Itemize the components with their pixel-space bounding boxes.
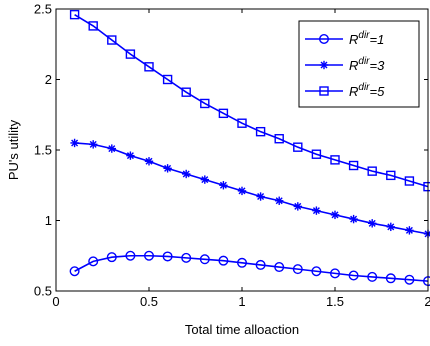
x-axis-label: Total time alloaction <box>185 322 299 337</box>
x-tick-label: 1 <box>238 294 245 309</box>
data-point <box>163 164 172 173</box>
data-point <box>312 206 321 215</box>
data-point <box>125 49 136 59</box>
series-2 <box>70 138 430 239</box>
data-point <box>199 254 210 265</box>
data-point <box>386 170 396 181</box>
data-point <box>367 271 378 282</box>
x-tick-label: 0.5 <box>140 294 158 309</box>
data-point <box>292 264 303 275</box>
data-point <box>218 255 229 266</box>
x-tick-label: 0 <box>52 294 59 309</box>
data-point <box>348 160 359 171</box>
data-point <box>311 149 322 159</box>
x-tick-label: 2 <box>424 294 430 309</box>
data-point <box>237 118 247 128</box>
series-1 <box>69 250 430 287</box>
data-point <box>200 98 210 109</box>
data-point <box>88 21 98 31</box>
data-point <box>200 175 209 184</box>
data-point <box>237 186 247 196</box>
series-line <box>74 254 429 282</box>
data-point <box>274 134 284 144</box>
data-point <box>405 226 414 235</box>
data-point <box>293 142 303 152</box>
data-point <box>69 266 80 277</box>
data-point <box>330 210 340 220</box>
data-point <box>293 202 302 211</box>
data-point <box>219 181 228 190</box>
legend-box <box>298 20 420 108</box>
legend-label: Rdir=1 <box>349 30 384 47</box>
y-tick-label: 2.5 <box>34 2 52 17</box>
y-tick-label: 1 <box>45 213 52 228</box>
data-point <box>182 169 191 179</box>
data-point <box>181 252 192 263</box>
data-point <box>162 74 173 85</box>
legend-label: Rdir=3 <box>349 56 385 73</box>
data-point <box>125 250 136 261</box>
data-point <box>88 256 99 267</box>
data-point <box>386 222 395 232</box>
data-point <box>89 140 98 149</box>
data-point <box>107 35 117 45</box>
data-point <box>349 214 358 224</box>
legend: Rdir=1 Rdir=3 Rdir=5 <box>298 20 420 108</box>
y-tick-label: 1.5 <box>34 143 52 158</box>
data-point <box>181 87 191 97</box>
data-point <box>368 219 377 228</box>
legend-entry-2: Rdir=3 <box>305 56 385 73</box>
x-tick-label: 1.5 <box>326 294 344 309</box>
series-layer <box>69 9 430 287</box>
data-point <box>348 270 359 281</box>
data-point <box>162 251 173 262</box>
data-point <box>143 250 154 261</box>
y-tick-label: 2 <box>45 72 52 87</box>
data-point <box>330 268 341 279</box>
data-point <box>107 144 116 153</box>
data-point <box>385 273 396 284</box>
data-point <box>330 155 340 165</box>
data-point <box>218 108 229 119</box>
legend-marker <box>319 60 329 70</box>
data-point <box>255 259 266 270</box>
data-point <box>126 151 135 160</box>
legend-label: Rdir=5 <box>349 82 385 99</box>
data-point <box>404 274 415 285</box>
series-3 <box>69 9 430 192</box>
data-point <box>275 196 284 205</box>
data-point <box>311 266 322 277</box>
series-line <box>74 13 429 188</box>
legend-entry-1: Rdir=1 <box>305 30 384 47</box>
y-axis-label: PU's utility <box>6 119 21 180</box>
series-line <box>74 142 429 235</box>
axes-layer: 0 0.5 1 1.5 20.511.522.5 <box>34 2 430 310</box>
data-point <box>144 62 154 72</box>
data-point <box>367 166 377 176</box>
data-point <box>144 157 154 166</box>
legend-entry-3: Rdir=5 <box>305 82 385 99</box>
data-point <box>106 252 117 263</box>
y-tick-label: 0.5 <box>34 284 52 299</box>
data-point <box>236 257 247 268</box>
data-point <box>404 176 415 186</box>
data-point <box>255 126 266 137</box>
data-point <box>274 262 285 273</box>
data-point <box>256 192 265 201</box>
data-point <box>69 9 80 20</box>
legend-marker <box>319 86 329 96</box>
legend-marker <box>319 34 330 45</box>
data-point <box>70 138 79 148</box>
